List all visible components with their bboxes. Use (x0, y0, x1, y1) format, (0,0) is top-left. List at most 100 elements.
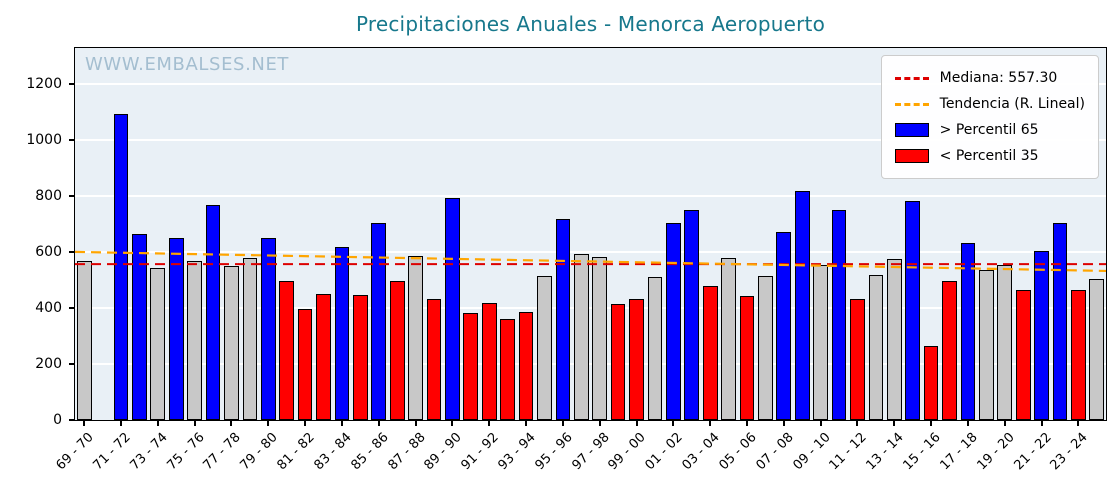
x-tick-label: 95 - 96 (532, 430, 576, 474)
gridline (75, 139, 1106, 142)
x-tick-mark (598, 421, 601, 426)
x-tick-mark (156, 421, 159, 426)
bar-13-14 (886, 258, 902, 420)
bar-91-92 (481, 302, 497, 420)
bar-18-19 (978, 270, 994, 420)
reference-lines (75, 250, 1106, 273)
gridline (75, 251, 1106, 254)
x-tick-label: 75 - 76 (164, 430, 208, 474)
bar-71-72 (113, 113, 129, 420)
legend-item-trend: Tendencia (R. Lineal) (894, 91, 1085, 117)
bar-20-21 (1015, 289, 1031, 420)
bar-94-95 (537, 275, 552, 420)
bar-23-24 (1071, 290, 1086, 420)
y-tick-mark (69, 363, 74, 366)
bar-96-97 (573, 253, 589, 420)
plot-area: WWW.EMBALSES.NET Mediana: 557.30 Tendenc… (74, 47, 1107, 421)
x-tick-label: 93 - 94 (495, 430, 539, 474)
x-tick-label: 21 - 22 (1011, 430, 1055, 474)
bar-01-02 (665, 222, 681, 420)
x-tick-mark (120, 421, 123, 426)
bar-79-80 (260, 238, 276, 420)
bar-90-91 (463, 313, 479, 420)
x-tick-label: 77 - 78 (200, 430, 245, 474)
y-tick-label: 400 (35, 300, 62, 317)
y-tick-mark (69, 83, 74, 86)
bar-88-89 (426, 298, 442, 420)
median-line-swatch (894, 76, 929, 80)
y-axis: 0 200 400 600 800 1000 1200 (0, 0, 74, 500)
chart-title: Precipitaciones Anuales - Menorca Aeropu… (355, 12, 826, 36)
bar-03-04 (702, 286, 718, 420)
x-tick-label: 15 - 16 (900, 430, 944, 474)
legend-item-low-percentile: < Percentil 35 (894, 143, 1085, 169)
x-tick-label: 01 - 02 (642, 430, 686, 474)
x-tick-label: 87 - 88 (385, 430, 429, 474)
low-percentile-swatch (894, 149, 929, 163)
bar-89-90 (445, 198, 460, 420)
x-tick-label: 11 - 12 (826, 430, 871, 474)
legend-label-trend: Tendencia (R. Lineal) (939, 96, 1085, 112)
bar-75-76 (187, 260, 203, 420)
x-tick-mark (893, 421, 896, 426)
y-tick-mark (69, 139, 74, 142)
bar-78-79 (242, 257, 258, 420)
x-tick-mark (561, 421, 564, 426)
x-tick-label: 71 - 72 (90, 430, 134, 474)
bar-93-94 (518, 312, 534, 420)
x-tick-label: 05 - 06 (716, 430, 760, 474)
legend-label-low: < Percentil 35 (939, 148, 1039, 164)
bar-04-05 (721, 257, 736, 420)
bar-69-70 (76, 260, 92, 420)
x-tick-mark (1003, 421, 1006, 426)
watermark: WWW.EMBALSES.NET (85, 54, 290, 75)
x-tick-mark (930, 421, 933, 426)
bar-86-87 (389, 281, 405, 420)
x-tick-label: 03 - 04 (679, 430, 723, 474)
x-tick-label: 07 - 08 (753, 430, 797, 474)
x-tick-mark (709, 421, 712, 426)
trend-line (75, 250, 1106, 273)
x-tick-mark (340, 421, 343, 426)
x-tick-mark (267, 421, 270, 426)
x-tick-mark (966, 421, 969, 426)
bar-76-77 (205, 204, 221, 420)
trend-line-swatch (894, 102, 929, 106)
x-tick-label: 85 - 86 (348, 430, 392, 474)
x-tick-label: 17 - 18 (937, 430, 981, 474)
bar-16-17 (942, 281, 957, 420)
legend-item-median: Mediana: 557.30 (894, 65, 1085, 91)
bar-85-86 (371, 222, 387, 420)
bar-74-75 (168, 238, 184, 420)
x-tick-label: 81 - 82 (274, 430, 318, 474)
bar-05-06 (739, 295, 755, 420)
bar-84-85 (353, 294, 368, 420)
high-percentile-swatch (894, 123, 929, 137)
y-tick-label: 600 (35, 244, 62, 261)
bar-22-23 (1052, 223, 1068, 420)
bar-97-98 (592, 257, 608, 420)
bars-layer (75, 48, 1106, 420)
x-tick-mark (193, 421, 196, 426)
bar-21-22 (1034, 250, 1049, 420)
bar-72-73 (132, 234, 147, 420)
x-tick-mark (635, 421, 638, 426)
y-tick-mark (69, 419, 74, 421)
legend-item-high-percentile: > Percentil 65 (894, 117, 1085, 143)
bar-10-11 (831, 210, 847, 420)
bar-73-74 (150, 267, 166, 420)
x-tick-mark (230, 421, 233, 426)
x-tick-label: 97 - 98 (569, 430, 613, 474)
x-tick-mark (856, 421, 859, 426)
y-tick-mark (69, 307, 74, 310)
x-tick-label: 23 - 24 (1047, 430, 1091, 474)
gridlines (75, 48, 1106, 420)
y-tick-label: 1000 (26, 132, 62, 149)
x-tick-mark (525, 421, 528, 426)
x-tick-label: 73 - 74 (127, 430, 171, 474)
x-tick-label: 09 - 10 (790, 430, 834, 474)
gridline (75, 195, 1106, 198)
bar-82-83 (316, 293, 331, 420)
bar-12-13 (868, 274, 884, 420)
